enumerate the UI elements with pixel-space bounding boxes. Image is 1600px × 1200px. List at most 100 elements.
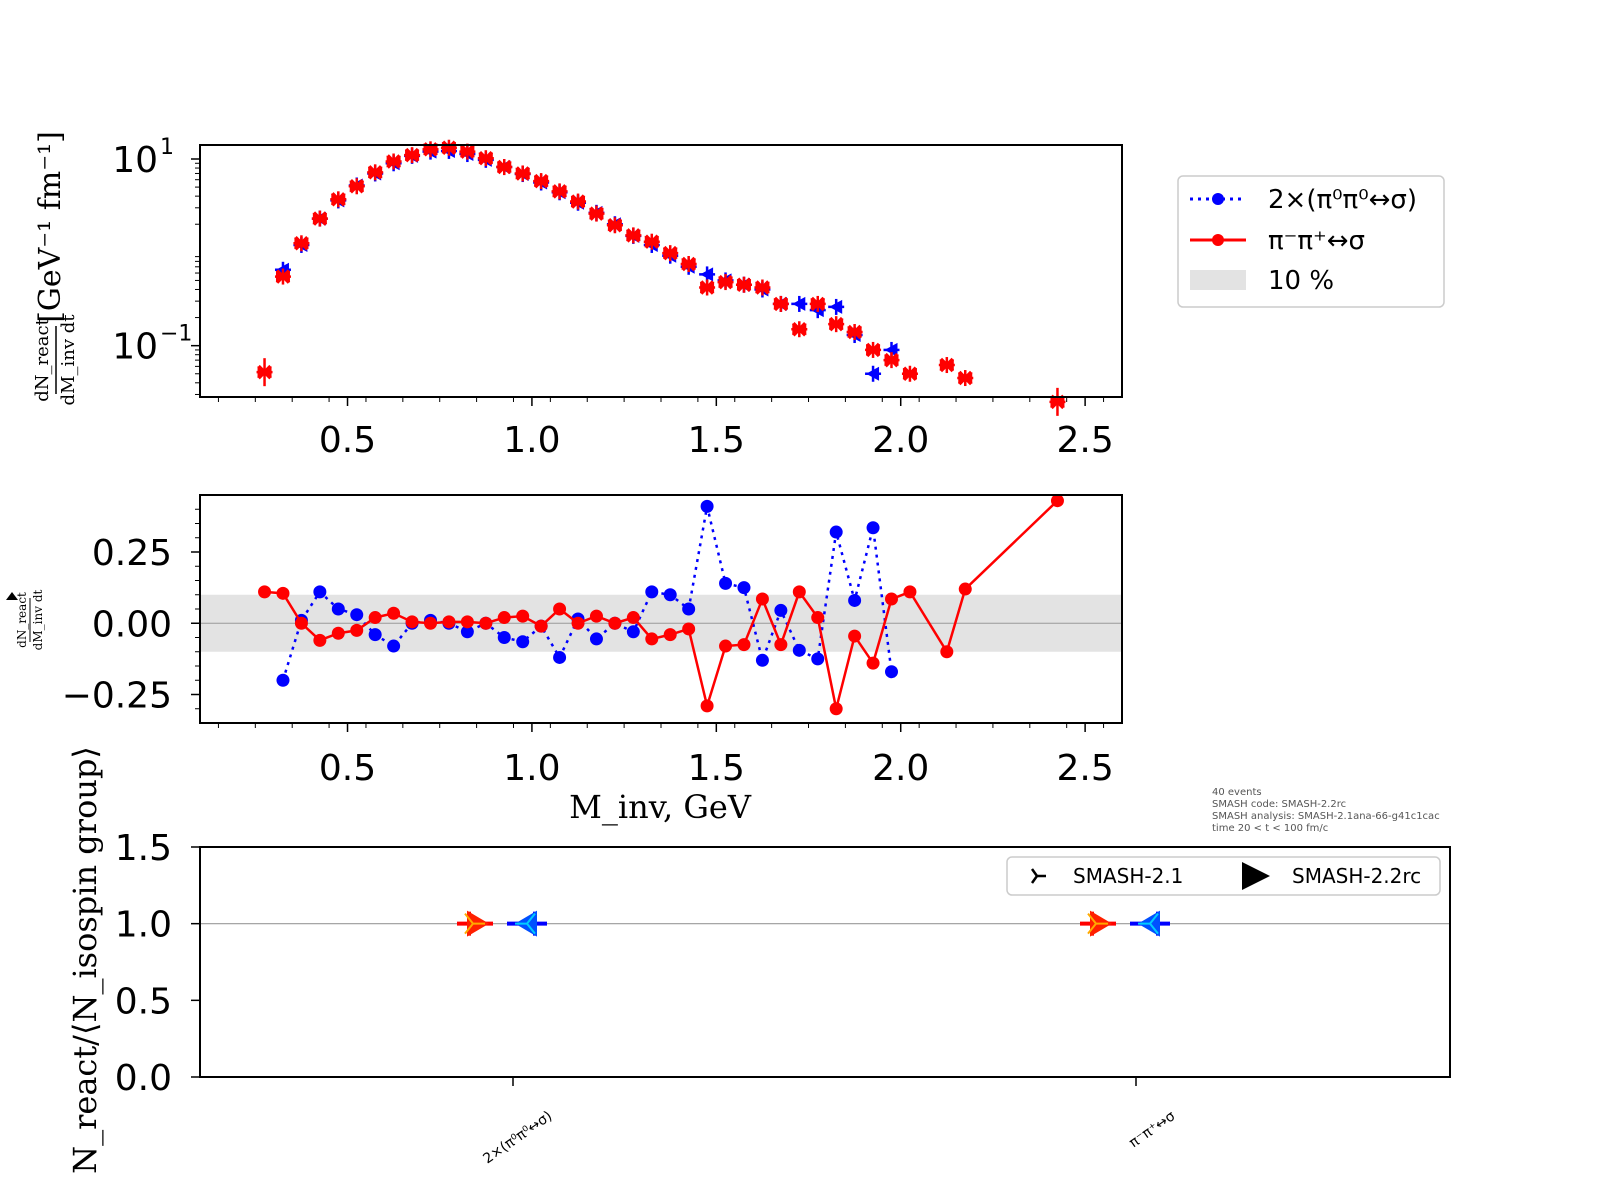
- data-point: [368, 611, 382, 625]
- top-ylabel-unit: [GeV⁻¹ fm⁻¹]: [33, 131, 68, 323]
- data-point: [682, 602, 696, 616]
- data-point: [516, 635, 530, 649]
- data-point: [1050, 494, 1064, 508]
- data-point: [755, 280, 770, 295]
- run-info-line-2: SMASH code: SMASH-2.2rc: [1212, 799, 1346, 810]
- data-point: [349, 179, 364, 194]
- top-x-axis: 0.5 1.0 1.5 2.0 2.5: [217, 397, 1114, 461]
- data-point: [958, 370, 973, 386]
- data-point: [497, 611, 511, 625]
- data-point: [792, 643, 806, 657]
- run-info-line-3: SMASH analysis: SMASH-2.1ana-66-g41c1cac: [1212, 811, 1440, 822]
- data-point: [700, 267, 714, 282]
- data-point: [736, 277, 752, 292]
- middle-x-axis: 0.5 1.0 1.5 2.0 2.5: [217, 723, 1114, 789]
- legend-swatch-band: [1190, 270, 1246, 290]
- data-point: [589, 632, 603, 646]
- data-point: [719, 576, 733, 590]
- data-point: [313, 633, 327, 647]
- data-point: [663, 628, 677, 642]
- data-point: [589, 609, 603, 623]
- data-point: [441, 140, 457, 155]
- data-point: [903, 585, 917, 599]
- bottom-legend-frame: [1006, 856, 1441, 896]
- legend-marker-blue: [1212, 193, 1224, 205]
- data-point: [608, 616, 622, 630]
- data-point: [589, 206, 604, 221]
- y-tick-label: −0.25: [62, 676, 172, 717]
- tri-marker: [464, 913, 485, 935]
- x-tick-label: 1.5: [688, 748, 745, 789]
- data-point: [276, 673, 290, 687]
- data-point: [552, 184, 567, 199]
- data-point: [553, 602, 567, 616]
- data-point: [331, 602, 345, 616]
- category-label: π⁻π⁺↔σ: [1126, 1108, 1178, 1151]
- data-point: [350, 608, 364, 622]
- data-point: [424, 616, 437, 630]
- middle-ylabel-denominator: dM_inv dt: [31, 590, 45, 651]
- data-point: [958, 582, 972, 596]
- data-point: [829, 525, 843, 539]
- bottom-y-axis: 0.0 0.5 1.0 1.5: [115, 828, 200, 1099]
- run-info-line-1: 40 events: [1212, 787, 1262, 798]
- bottom-legend-label-2: SMASH-2.2rc: [1292, 864, 1421, 888]
- data-point: [404, 147, 420, 163]
- data-point: [626, 611, 640, 625]
- data-point: [515, 166, 530, 181]
- y-tick-label: 1.5: [115, 828, 172, 869]
- data-point: [847, 324, 862, 340]
- data-point: [682, 622, 696, 636]
- data-point: [848, 629, 862, 643]
- x-tick-label: 2.5: [1056, 748, 1113, 789]
- data-point: [313, 585, 327, 599]
- data-point: [276, 586, 290, 600]
- bottom-legend: SMASH-2.1 SMASH-2.2rc: [1006, 856, 1441, 896]
- data-point: [681, 256, 696, 272]
- data-point: [257, 364, 272, 380]
- data-point: [294, 616, 308, 630]
- data-point: [350, 623, 364, 637]
- data-point: [737, 638, 751, 652]
- top-ylabel-numerator: dN_react: [32, 317, 53, 401]
- data-point: [792, 321, 807, 337]
- bottom-x-axis: 2×(π⁰π⁰↔σ) π⁻π⁺↔σ: [480, 1077, 1178, 1167]
- y-tick-label: 0.00: [92, 604, 172, 645]
- data-point: [367, 165, 383, 180]
- data-point: [294, 236, 309, 251]
- bottom-panel-data: [200, 910, 1450, 937]
- y-tick-exponent: −1: [160, 322, 192, 347]
- data-point: [553, 650, 567, 664]
- tri-marker: [515, 913, 536, 935]
- data-point: [386, 154, 401, 169]
- data-point: [479, 616, 493, 630]
- legend-label-red: π⁻π⁺↔σ: [1268, 226, 1365, 256]
- bottom-legend-label-1: SMASH-2.1: [1073, 864, 1183, 888]
- data-point: [387, 639, 401, 653]
- data-point: [885, 665, 898, 679]
- data-point: [460, 615, 474, 629]
- data-point: [645, 585, 659, 599]
- run-info-line-4: time 20 < t < 100 fm/c: [1212, 823, 1328, 834]
- data-point: [939, 357, 955, 373]
- data-point: [497, 159, 512, 175]
- data-point: [331, 192, 346, 207]
- middle-ylabel-numerator: dN_react: [15, 592, 29, 648]
- series-line: [281, 506, 893, 681]
- x-tick-label: 2.0: [872, 748, 929, 789]
- top-ylabel-denominator: dM_inv dt: [58, 314, 79, 406]
- data-point: [885, 592, 898, 606]
- data-point: [810, 296, 825, 312]
- data-point: [533, 173, 549, 189]
- top-panel-frame: [199, 144, 1123, 398]
- data-point: [662, 245, 678, 261]
- data-point: [699, 280, 715, 295]
- data-point: [811, 652, 825, 666]
- middle-ylabel-triangle-icon: [6, 592, 18, 600]
- data-point: [497, 631, 511, 644]
- data-point: [368, 628, 382, 642]
- legend-label-band: 10 %: [1268, 266, 1334, 296]
- x-tick-label: 1.0: [503, 420, 560, 461]
